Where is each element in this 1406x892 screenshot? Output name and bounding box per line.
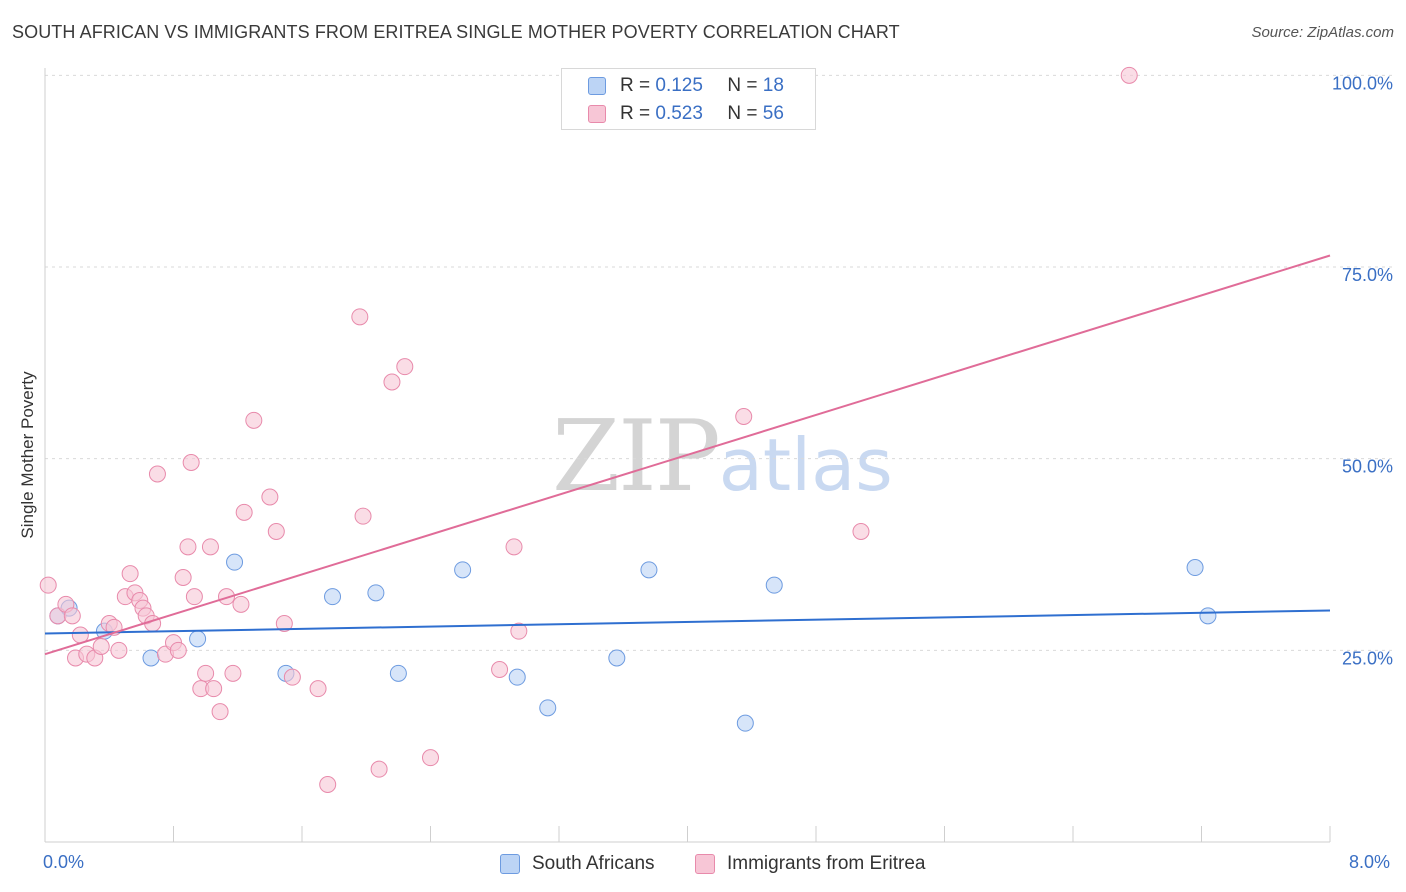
point-eritrea xyxy=(211,703,229,721)
legend-r-value: 0.125 xyxy=(655,75,703,96)
x-tick-label-min: 0.0% xyxy=(43,852,85,872)
trendline-eritrea xyxy=(44,254,1331,656)
watermark-zip: ZIP xyxy=(552,400,721,514)
legend-r-value: 0.523 xyxy=(655,103,703,124)
point-south-african xyxy=(142,649,160,667)
point-eritrea xyxy=(319,776,337,793)
point-eritrea xyxy=(735,408,753,425)
point-eritrea xyxy=(179,538,197,556)
point-eritrea xyxy=(354,507,372,525)
trendline-south-africans xyxy=(44,609,1331,635)
legend-swatch-pink xyxy=(588,105,606,123)
legend-n-label: N = xyxy=(727,75,758,96)
bottom-legend-south-africans: South Africans xyxy=(500,851,655,877)
point-eritrea xyxy=(852,523,870,540)
point-eritrea xyxy=(510,622,528,640)
point-eritrea xyxy=(235,503,253,521)
point-eritrea xyxy=(110,641,128,659)
point-eritrea xyxy=(148,465,166,483)
point-eritrea xyxy=(351,308,369,326)
y-axis-label: Single Mother Poverty xyxy=(18,371,37,539)
point-eritrea xyxy=(197,664,215,682)
stats-legend: R = 0.125 N = 18 R = 0.523 N = 56 xyxy=(561,68,816,130)
bottom-legend-label: South Africans xyxy=(532,853,655,874)
legend-r-label: R = xyxy=(620,103,651,124)
bottom-legend-eritrea: Immigrants from Eritrea xyxy=(695,851,925,877)
point-eritrea xyxy=(283,668,301,686)
legend-row-eritrea: R = 0.523 N = 56 xyxy=(588,102,784,126)
point-south-african xyxy=(640,561,658,579)
legend-n-value: 18 xyxy=(762,75,784,96)
legend-n-label: N = xyxy=(727,103,758,124)
point-south-african xyxy=(508,668,526,686)
legend-n-value: 56 xyxy=(762,103,784,124)
point-south-african xyxy=(736,714,754,732)
point-eritrea xyxy=(218,588,236,606)
bottom-legend-swatch-blue xyxy=(500,854,520,874)
bottom-legend-label: Immigrants from Eritrea xyxy=(727,853,926,874)
point-eritrea xyxy=(383,373,401,391)
point-south-african xyxy=(367,584,385,602)
point-south-african xyxy=(389,664,407,682)
point-eritrea xyxy=(267,523,285,540)
point-eritrea xyxy=(1120,66,1138,84)
point-south-african xyxy=(189,630,207,648)
point-south-african xyxy=(1199,607,1217,625)
point-eritrea xyxy=(396,358,414,376)
point-eritrea xyxy=(224,664,242,682)
point-eritrea xyxy=(121,565,139,583)
point-eritrea xyxy=(205,680,223,698)
y-tick-label: 100.0% xyxy=(1332,73,1393,93)
point-south-african xyxy=(324,588,342,606)
point-eritrea xyxy=(92,638,110,655)
point-south-african xyxy=(608,649,626,667)
x-tick-label-max: 8.0% xyxy=(1349,852,1391,872)
y-tick-label: 50.0% xyxy=(1342,457,1393,477)
point-eritrea xyxy=(174,569,192,586)
bottom-legend-swatch-pink xyxy=(695,854,715,874)
point-south-african xyxy=(539,699,557,717)
chart-title: SOUTH AFRICAN VS IMMIGRANTS FROM ERITREA… xyxy=(12,22,900,42)
y-tick-label: 25.0% xyxy=(1342,648,1393,668)
point-eritrea xyxy=(422,749,439,767)
legend-swatch-blue xyxy=(588,77,606,95)
legend-row-south-africans: R = 0.125 N = 18 xyxy=(588,74,784,98)
point-eritrea xyxy=(201,538,219,556)
point-eritrea xyxy=(39,576,57,594)
point-eritrea xyxy=(169,641,187,659)
point-eritrea xyxy=(232,595,250,613)
point-eritrea xyxy=(63,607,81,625)
point-eritrea xyxy=(491,661,509,678)
point-south-african xyxy=(1186,559,1204,577)
source-credit: Source: ZipAtlas.com xyxy=(1251,24,1394,41)
point-eritrea xyxy=(505,538,523,556)
y-tick-label: 75.0% xyxy=(1342,265,1393,285)
point-eritrea xyxy=(245,411,263,429)
point-south-african xyxy=(226,553,244,571)
point-eritrea xyxy=(309,680,327,698)
point-eritrea xyxy=(275,615,293,632)
point-eritrea xyxy=(370,760,388,778)
point-eritrea xyxy=(182,454,200,471)
point-eritrea xyxy=(185,588,203,606)
point-eritrea xyxy=(261,488,279,506)
point-south-african xyxy=(454,561,472,579)
legend-r-label: R = xyxy=(620,75,651,96)
point-south-african xyxy=(765,576,783,594)
